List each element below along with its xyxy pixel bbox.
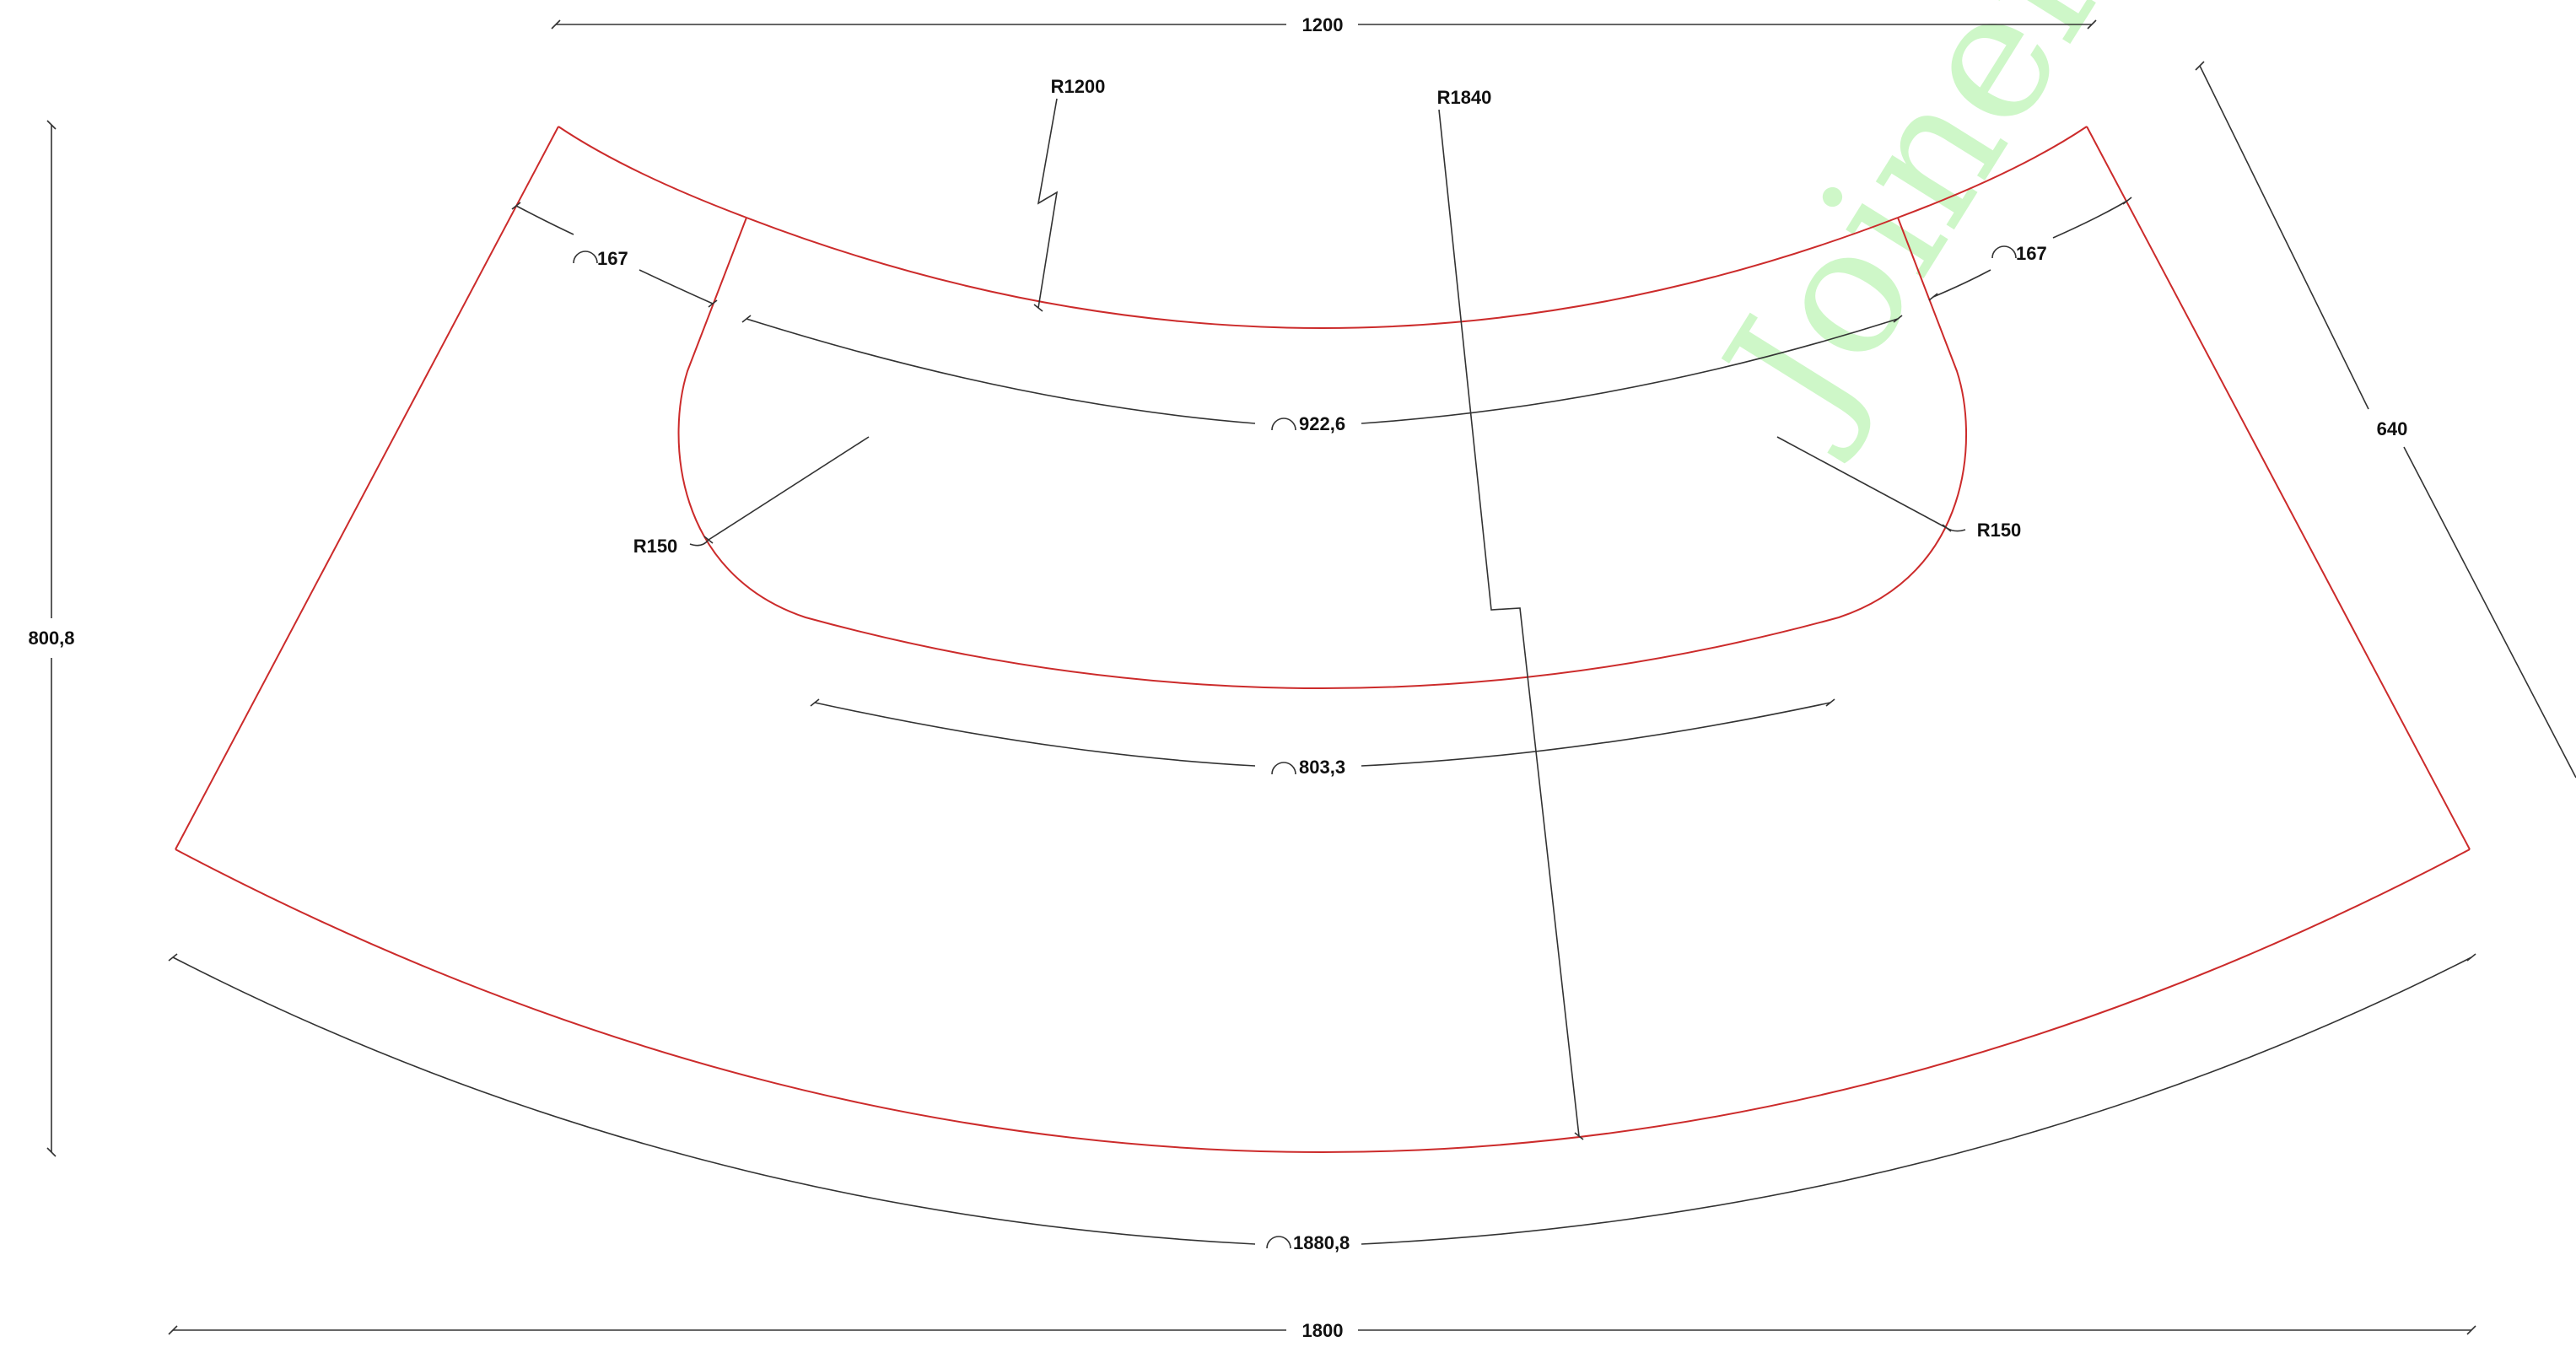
outline-top-left-arc <box>558 126 747 218</box>
bottom-width-label: 1800 <box>1302 1320 1344 1341</box>
dimension-outer-arc: 1880,8 <box>168 953 2476 1253</box>
height-label: 800,8 <box>28 628 74 649</box>
arc-length-symbol <box>573 251 598 264</box>
dimension-cutout-top-arc: 922,6 <box>741 315 1903 434</box>
outline-right-edge <box>2086 126 2471 850</box>
left-flange-arc-label: 167 <box>597 248 628 269</box>
dimension-bottom-width: 1800 <box>168 1320 2476 1341</box>
dimension-cutout-bottom-arc: 803,3 <box>810 698 1835 778</box>
arc-length-symbol <box>1271 762 1296 775</box>
outline-top-right-arc <box>1897 126 2088 218</box>
dimension-top-width: 1200 <box>551 14 2097 35</box>
part-outline <box>175 126 2471 1153</box>
corner-radius-right-label: R150 <box>1977 520 2022 541</box>
outline-left-edge <box>175 126 559 850</box>
dimension-right-flange-arc: 167 <box>1928 197 2132 301</box>
watermark-text: Joinery <box>1679 0 2200 470</box>
top-width-label: 1200 <box>1302 14 1344 35</box>
cutout-bottom-arc-label: 803,3 <box>1299 757 1345 778</box>
cutout-top-arc-label: 922,6 <box>1299 413 1345 434</box>
arc-length-symbol <box>1271 418 1296 431</box>
side-length-label: 640 <box>2377 418 2408 439</box>
leader-corner-radius-left: R150 <box>633 436 870 557</box>
outer-arc-label: 1880,8 <box>1293 1232 1350 1253</box>
leader-inner-radius: R1200 <box>1033 76 1106 312</box>
outline-outer-arc <box>175 849 2471 1153</box>
right-flange-arc-label: 167 <box>2016 243 2047 264</box>
leader-outer-radius: R1840 <box>1437 87 1584 1140</box>
outer-radius-label: R1840 <box>1437 87 1492 108</box>
arc-length-symbol <box>1991 245 2017 259</box>
corner-radius-left-label: R150 <box>633 536 678 557</box>
outline-inner-arc <box>746 217 1899 329</box>
arc-length-symbol <box>1266 1236 1291 1249</box>
inner-radius-label: R1200 <box>1051 76 1106 97</box>
leader-corner-radius-right: R150 <box>1776 436 2022 541</box>
dimension-height: 800,8 <box>28 120 75 1157</box>
dimension-left-flange-arc: 167 <box>511 202 718 308</box>
dimension-side-length: 640 <box>2195 61 2576 779</box>
